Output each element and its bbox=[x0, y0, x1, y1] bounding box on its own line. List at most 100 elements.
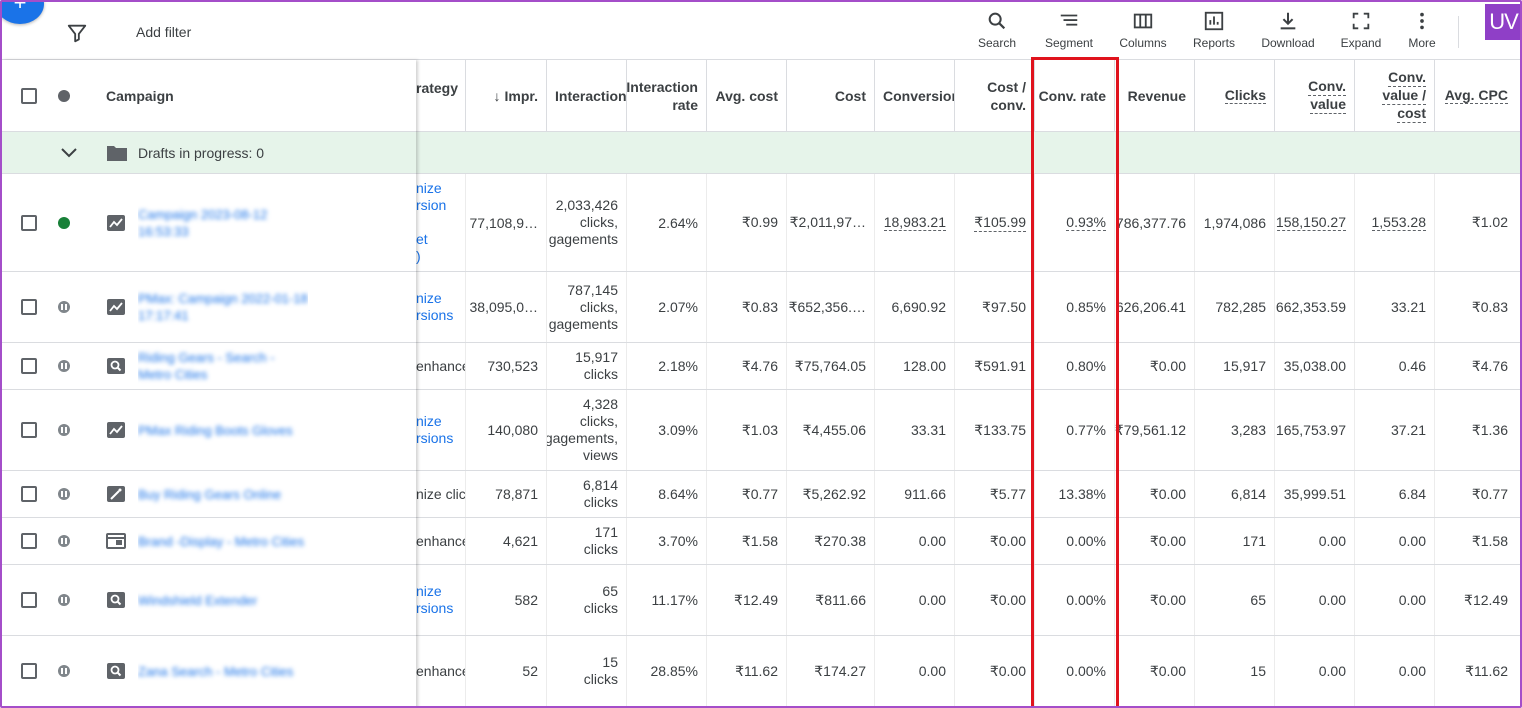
cost-per-conv-header[interactable]: Cost / conv. bbox=[955, 60, 1035, 131]
interaction-rate-header[interactable]: Interaction rate bbox=[627, 60, 707, 131]
expand-button[interactable]: Expand bbox=[1326, 10, 1396, 50]
impr-value: 4,621 bbox=[502, 533, 538, 549]
table-row[interactable]: Campaign 2023-08-12 16:53:33 nize rsion et)… bbox=[2, 174, 1520, 272]
row-checkbox[interactable] bbox=[21, 592, 37, 608]
table-row[interactable]: PMax: Campaign 2022-01-18 17:17:41 nize rs… bbox=[2, 272, 1520, 343]
bid-strategy-header[interactable]: rategy bbox=[416, 60, 466, 131]
conv-value-value: 35,038.00 bbox=[1283, 358, 1346, 374]
campaign-name-link[interactable]: PMax Riding Boots Gloves bbox=[138, 422, 293, 438]
create-fab-button[interactable]: + bbox=[2, 0, 44, 24]
campaign-name-cell[interactable]: PMax: Campaign 2022-01-18 17:17:41 bbox=[138, 272, 308, 342]
campaign-name-cell[interactable]: PMax Riding Boots Gloves bbox=[138, 390, 308, 470]
campaign-name-link[interactable]: Windshield Extender bbox=[138, 592, 258, 608]
select-all-checkbox-cell[interactable] bbox=[21, 60, 41, 131]
filter-icon[interactable] bbox=[66, 22, 88, 44]
impr-header[interactable]: ↓ Impr. bbox=[466, 60, 547, 131]
row-checkbox[interactable] bbox=[21, 299, 37, 315]
campaign-name-cell[interactable]: Campaign 2023-08-12 16:53:33 bbox=[138, 174, 308, 271]
select-all-checkbox[interactable] bbox=[21, 87, 37, 104]
bid-strategy-cell[interactable]: nize rsion et) bbox=[416, 174, 466, 271]
bid-strategy-cell[interactable]: nize rsions bbox=[416, 390, 466, 470]
cost-cell: ₹652,356.… bbox=[787, 272, 875, 342]
add-filter-button[interactable]: Add filter bbox=[136, 24, 192, 40]
row-checkbox[interactable] bbox=[21, 533, 37, 549]
table-row[interactable]: Buy Riding Gears Online nize clicl 78,871 6… bbox=[2, 471, 1520, 518]
campaign-name-link[interactable]: Brand -Display - Metro Cities bbox=[138, 533, 305, 549]
campaign-name-cell[interactable]: Buy Riding Gears Online bbox=[138, 471, 308, 517]
conversions-value: 0.00 bbox=[918, 592, 946, 608]
revenue-header[interactable]: Revenue bbox=[1115, 60, 1195, 131]
segment-button[interactable]: Segment bbox=[1034, 10, 1104, 50]
row-checkbox-cell[interactable] bbox=[21, 636, 41, 706]
cost-value: ₹4,455.06 bbox=[802, 421, 866, 438]
bid-strategy-cell[interactable]: enhance bbox=[416, 636, 466, 706]
row-checkbox-cell[interactable] bbox=[21, 343, 41, 389]
status-cell[interactable] bbox=[58, 174, 74, 271]
row-checkbox-cell[interactable] bbox=[21, 272, 41, 342]
campaign-name-link[interactable]: Campaign 2023-08-12 16:53:33 bbox=[138, 206, 268, 239]
row-checkbox-cell[interactable] bbox=[21, 518, 41, 564]
more-vert-icon bbox=[1420, 12, 1424, 30]
conv-value-cost-header[interactable]: Conv. value / cost bbox=[1355, 60, 1435, 131]
status-cell[interactable] bbox=[58, 565, 74, 635]
row-checkbox[interactable] bbox=[21, 422, 37, 438]
campaign-name-cell[interactable]: Zana Search - Metro Cities bbox=[138, 636, 308, 706]
campaign-name-cell[interactable]: Riding Gears - Search - Metro Cities bbox=[138, 343, 308, 389]
campaign-header[interactable]: Campaign bbox=[106, 87, 174, 104]
drafts-row[interactable]: Drafts in progress: 0 bbox=[2, 132, 1520, 174]
row-checkbox-cell[interactable] bbox=[21, 174, 41, 271]
bid-strategy-cell[interactable]: nize rsions bbox=[416, 565, 466, 635]
bid-strategy-cell[interactable]: enhance bbox=[416, 343, 466, 389]
download-button[interactable]: Download bbox=[1253, 10, 1323, 50]
row-checkbox[interactable] bbox=[21, 358, 37, 374]
interactions-header[interactable]: Interactions bbox=[547, 60, 627, 131]
row-checkbox-cell[interactable] bbox=[21, 390, 41, 470]
row-checkbox-cell[interactable] bbox=[21, 565, 41, 635]
plus-icon: + bbox=[13, 0, 27, 15]
columns-button[interactable]: Columns bbox=[1108, 10, 1178, 50]
interaction-rate-cell: 3.70% bbox=[627, 518, 707, 564]
avg-cpc-header[interactable]: Avg. CPC bbox=[1435, 60, 1520, 131]
campaign-name-link[interactable]: Zana Search - Metro Cities bbox=[138, 663, 294, 679]
table-row[interactable]: Windshield Extender nize rsions 582 65 clicks… bbox=[2, 565, 1520, 636]
campaign-name-link[interactable]: Riding Gears - Search - Metro Cities bbox=[138, 350, 275, 382]
table-row[interactable]: Zana Search - Metro Cities enhance 52 15 cli… bbox=[2, 636, 1520, 706]
bid-strategy-cell[interactable]: nize rsions bbox=[416, 272, 466, 342]
campaign-name-cell[interactable]: Windshield Extender bbox=[138, 565, 308, 635]
bid-strategy-cell[interactable]: nize clicl bbox=[416, 471, 466, 517]
avg-cost-value: ₹1.03 bbox=[741, 421, 778, 438]
expand-drafts[interactable] bbox=[60, 132, 84, 173]
row-checkbox[interactable] bbox=[21, 214, 37, 231]
conversions-header[interactable]: Conversions bbox=[875, 60, 955, 131]
status-cell[interactable] bbox=[58, 636, 74, 706]
reports-button[interactable]: Reports bbox=[1179, 10, 1249, 50]
status-cell[interactable] bbox=[58, 272, 74, 342]
row-checkbox[interactable] bbox=[21, 663, 37, 679]
cost-header[interactable]: Cost bbox=[787, 60, 875, 131]
conv-value-header[interactable]: Conv. value bbox=[1275, 60, 1355, 131]
status-cell[interactable] bbox=[58, 518, 74, 564]
conv-value-value: ,158,150.27 bbox=[1275, 214, 1346, 231]
campaign-name-cell[interactable]: Brand -Display - Metro Cities bbox=[138, 518, 308, 564]
more-button[interactable]: More bbox=[1387, 10, 1457, 50]
avg-cost-cell: ₹4.76 bbox=[707, 343, 787, 389]
search-button[interactable]: Search bbox=[962, 10, 1032, 50]
campaign-name-link[interactable]: PMax: Campaign 2022-01-18 17:17:41 bbox=[138, 291, 308, 323]
avg-cpc-cell: ₹1.58 bbox=[1435, 518, 1520, 564]
status-cell[interactable] bbox=[58, 390, 74, 470]
status-cell[interactable] bbox=[58, 471, 74, 517]
table-row[interactable]: PMax Riding Boots Gloves nize rsions 140,08… bbox=[2, 390, 1520, 471]
interactions-line: clicks bbox=[583, 600, 618, 616]
clicks-header[interactable]: Clicks bbox=[1195, 60, 1275, 131]
row-checkbox[interactable] bbox=[21, 486, 37, 502]
conversions-cell: 33.31 bbox=[875, 390, 955, 470]
conv-rate-header[interactable]: Conv. rate bbox=[1035, 60, 1115, 131]
row-checkbox-cell[interactable] bbox=[21, 471, 41, 517]
status-cell[interactable] bbox=[58, 343, 74, 389]
avg-cost-header[interactable]: Avg. cost bbox=[707, 60, 787, 131]
table-row[interactable]: Brand -Display - Metro Cities enhance 4,62… bbox=[2, 518, 1520, 565]
campaign-name-link[interactable]: Buy Riding Gears Online bbox=[138, 486, 282, 502]
bid-strategy-cell[interactable]: enhance bbox=[416, 518, 466, 564]
table-row[interactable]: Riding Gears - Search - Metro Cities enha… bbox=[2, 343, 1520, 390]
avatar[interactable]: UV bbox=[1485, 4, 1520, 40]
